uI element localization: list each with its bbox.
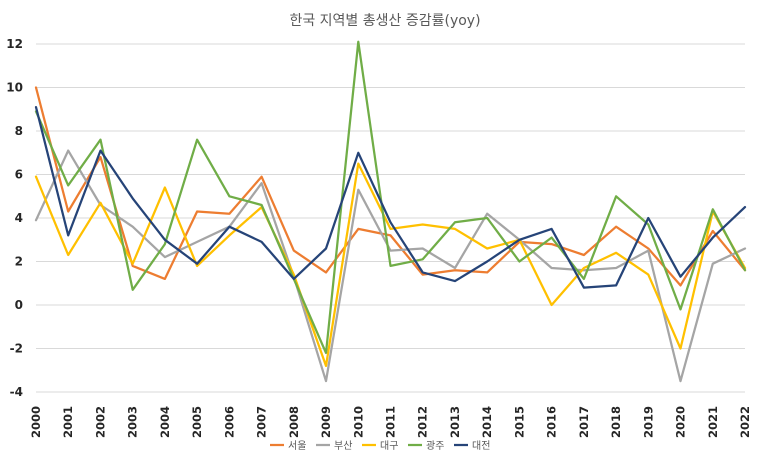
x-tick-label: 2004 xyxy=(158,406,172,438)
x-tick-label: 2014 xyxy=(480,406,494,438)
x-tick-label: 2019 xyxy=(641,406,655,438)
x-tick-label: 2003 xyxy=(126,406,140,438)
x-axis-ticks: 2000 2001 2002 2003 2004 2005 2006 2007 2008 2009… xyxy=(29,406,752,438)
y-tick-label: 10 xyxy=(6,81,23,95)
y-tick-label: -2 xyxy=(10,342,23,356)
x-tick-label: 2010 xyxy=(351,406,365,438)
legend: 서울 부산 대구 광주 대전 xyxy=(270,440,490,452)
y-tick-label: 12 xyxy=(6,37,23,51)
x-tick-label: 2018 xyxy=(609,406,623,438)
y-axis-ticks: -4 -2 0 2 4 6 8 10 12 xyxy=(6,37,23,399)
x-tick-label: 2009 xyxy=(319,406,333,438)
x-tick-label: 2006 xyxy=(222,406,236,438)
x-tick-label: 2021 xyxy=(706,406,720,438)
x-tick-label: 2002 xyxy=(93,406,107,438)
x-tick-label: 2005 xyxy=(190,406,204,438)
x-tick-label: 2017 xyxy=(577,406,591,438)
series-line-대구 xyxy=(34,162,747,368)
legend-label: 서울 xyxy=(288,440,306,452)
series-line-대전 xyxy=(34,105,747,289)
y-tick-label: 8 xyxy=(15,124,23,138)
y-tick-label: -4 xyxy=(10,385,23,399)
chart-title: 한국 지역별 총생산 증감률(yoy) xyxy=(289,13,480,29)
x-tick-label: 2022 xyxy=(738,406,752,438)
x-tick-label: 2020 xyxy=(674,406,688,438)
gridlines xyxy=(36,43,745,393)
y-tick-label: 4 xyxy=(15,211,23,225)
x-tick-label: 2012 xyxy=(416,406,430,438)
legend-label: 부산 xyxy=(334,440,352,452)
x-tick-label: 2011 xyxy=(384,406,398,438)
legend-label: 대구 xyxy=(380,440,398,452)
series-line-서울 xyxy=(34,86,747,287)
x-tick-label: 2000 xyxy=(29,406,43,438)
x-tick-label: 2015 xyxy=(512,406,526,438)
x-tick-label: 2013 xyxy=(448,406,462,438)
x-tick-label: 2007 xyxy=(255,406,269,438)
x-tick-label: 2001 xyxy=(61,406,75,438)
y-tick-label: 2 xyxy=(15,255,23,269)
x-tick-label: 2016 xyxy=(545,406,559,438)
series-line-광주 xyxy=(34,40,747,355)
x-tick-label: 2008 xyxy=(287,406,301,438)
y-tick-label: 0 xyxy=(15,298,23,312)
y-tick-label: 6 xyxy=(15,168,23,182)
series-lines xyxy=(34,40,747,383)
legend-label: 광주 xyxy=(426,440,444,452)
legend-label: 대전 xyxy=(472,440,490,452)
